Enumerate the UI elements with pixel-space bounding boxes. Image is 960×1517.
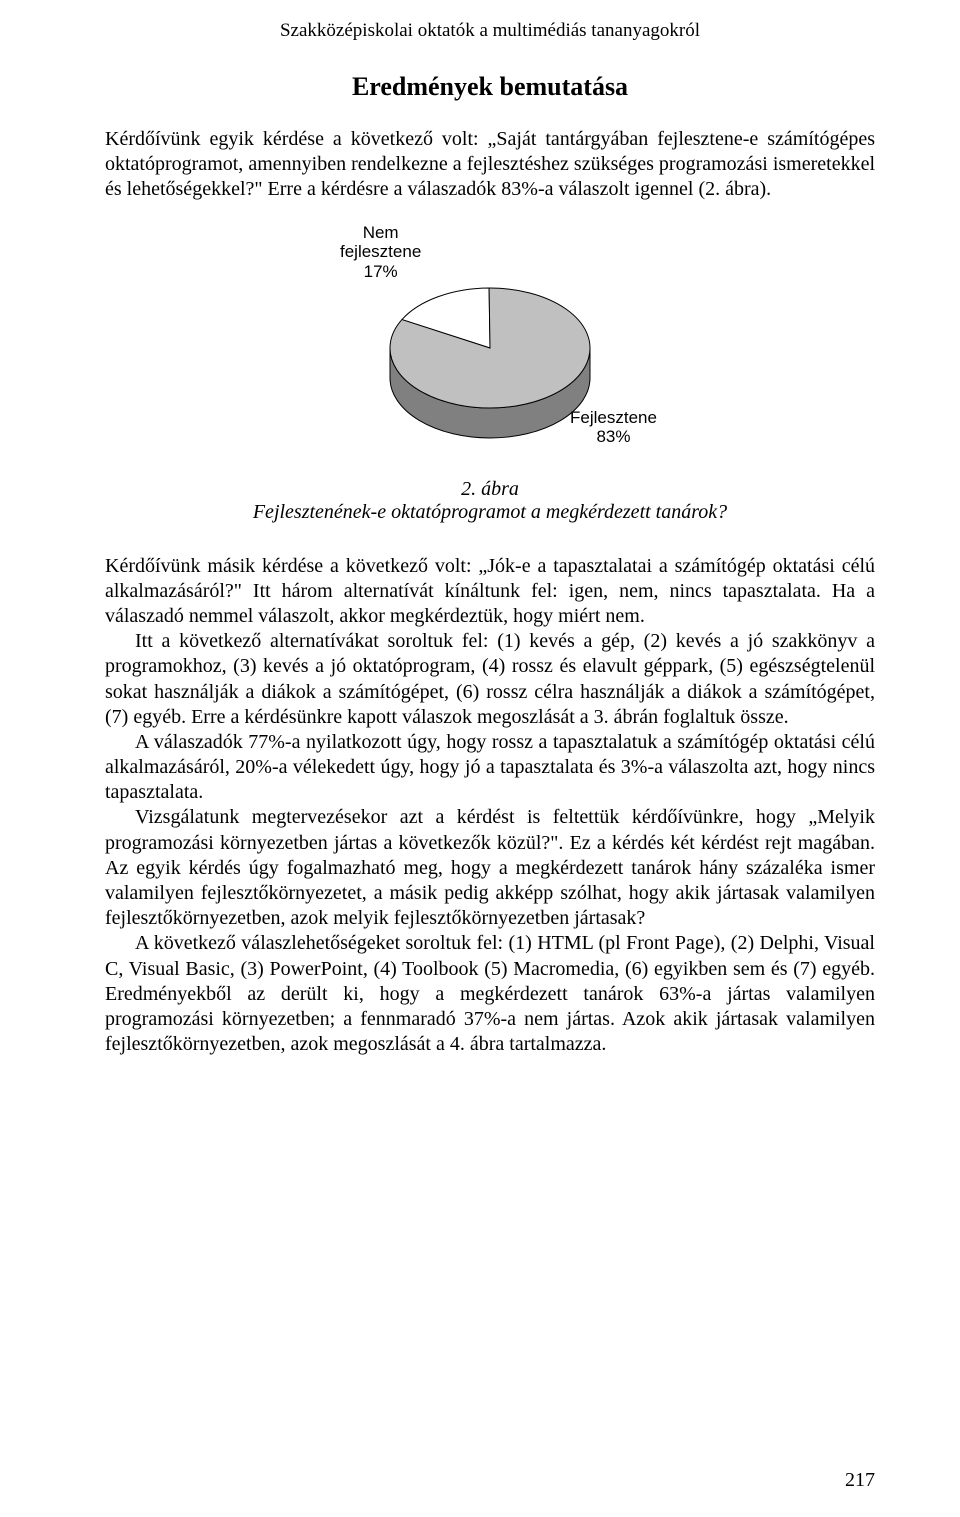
paragraph-6: A következő válaszlehetőségeket soroltuk… [105,931,875,1057]
paragraph-5: Vizsgálatunk megtervezésekor azt a kérdé… [105,805,875,931]
pie-chart [385,278,595,448]
section-title: Eredmények bemutatása [105,72,875,102]
pie-label-nem: Nemfejlesztene17% [340,223,421,282]
paragraph-3: Itt a következő alternatívákat soroltuk … [105,629,875,730]
caption-text: Fejlesztenének-e oktatóprogramot a megké… [253,501,727,523]
page-header: Szakközépiskolai oktatók a multimédiás t… [105,20,875,42]
caption-number: 2. ábra [461,478,519,500]
page-number: 217 [845,1469,875,1492]
paragraph-1: Kérdőívünk egyik kérdése a következő vol… [105,127,875,203]
pie-label-fejlesztene: Fejlesztene83% [570,408,657,447]
pie-chart-figure: Nemfejlesztene17% Fejlesztene83% [105,223,875,473]
paragraph-4: A válaszadók 77%-a nyilatkozott úgy, hog… [105,730,875,806]
figure-caption: 2. ábra Fejlesztenének-e oktatóprogramot… [105,478,875,524]
paragraph-2: Kérdőívünk másik kérdése a következő vol… [105,554,875,630]
